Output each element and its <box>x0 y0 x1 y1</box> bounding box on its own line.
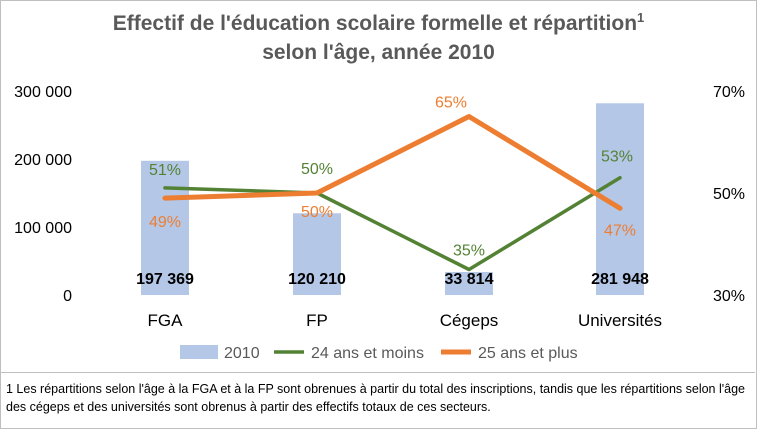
legend-label-line-2: 25 ans et plus <box>478 345 578 362</box>
title-footnote-mark: 1 <box>637 10 645 25</box>
footnote-text: 1 Les répartitions selon l'âge à la FGA … <box>6 382 745 414</box>
bar-value-label: 120 210 <box>288 271 346 288</box>
line-data-label: 50% <box>301 161 333 178</box>
y-right-tick-label: 50% <box>713 186 745 203</box>
y-left-tick-label: 300 000 <box>14 84 72 101</box>
line-data-label: 51% <box>149 162 181 179</box>
line-data-label: 50% <box>301 204 333 221</box>
legend-label-bar: 2010 <box>224 345 260 362</box>
x-tick-label: FP <box>306 311 328 330</box>
legend-label-line-1: 24 ans et moins <box>311 345 424 362</box>
x-tick-label: Cégeps <box>440 311 499 330</box>
x-tick-label: FGA <box>148 311 184 330</box>
legend-swatch-bar <box>180 345 218 359</box>
bar-1 <box>141 160 189 295</box>
bar-value-label: 33 814 <box>445 271 494 288</box>
footnote-box: 1 Les répartitions selon l'âge à la FGA … <box>0 372 755 428</box>
line-series-1 <box>163 175 622 272</box>
y-left-tick-label: 200 000 <box>14 152 72 169</box>
line-series-2 <box>162 114 623 211</box>
line-data-label: 53% <box>601 149 633 166</box>
line-data-label: 49% <box>149 214 181 231</box>
chart-area: 0 100 000 200 000 300 000 30% 50% 70% FGA FP Cége… <box>14 84 745 362</box>
x-tick-label: Universités <box>578 311 662 330</box>
line-data-label: 47% <box>604 222 636 239</box>
line-data-label: 65% <box>435 95 467 112</box>
y-right-tick-label: 30% <box>713 288 745 305</box>
line-data-label: 35% <box>453 243 485 260</box>
chart-title-line2: selon l'âge, année 2010 <box>262 41 495 64</box>
y-left-tick-label: 0 <box>63 288 72 305</box>
bar-value-label: 197 369 <box>136 271 194 288</box>
y-right-tick-label: 70% <box>713 84 745 101</box>
y-left-tick-label: 100 000 <box>14 220 72 237</box>
chart-title-line1: Effectif de l'éducation scolaire formell… <box>112 10 645 35</box>
bar-3 <box>445 272 493 295</box>
bar-2 <box>293 213 341 295</box>
bar-value-label: 281 948 <box>591 271 649 288</box>
